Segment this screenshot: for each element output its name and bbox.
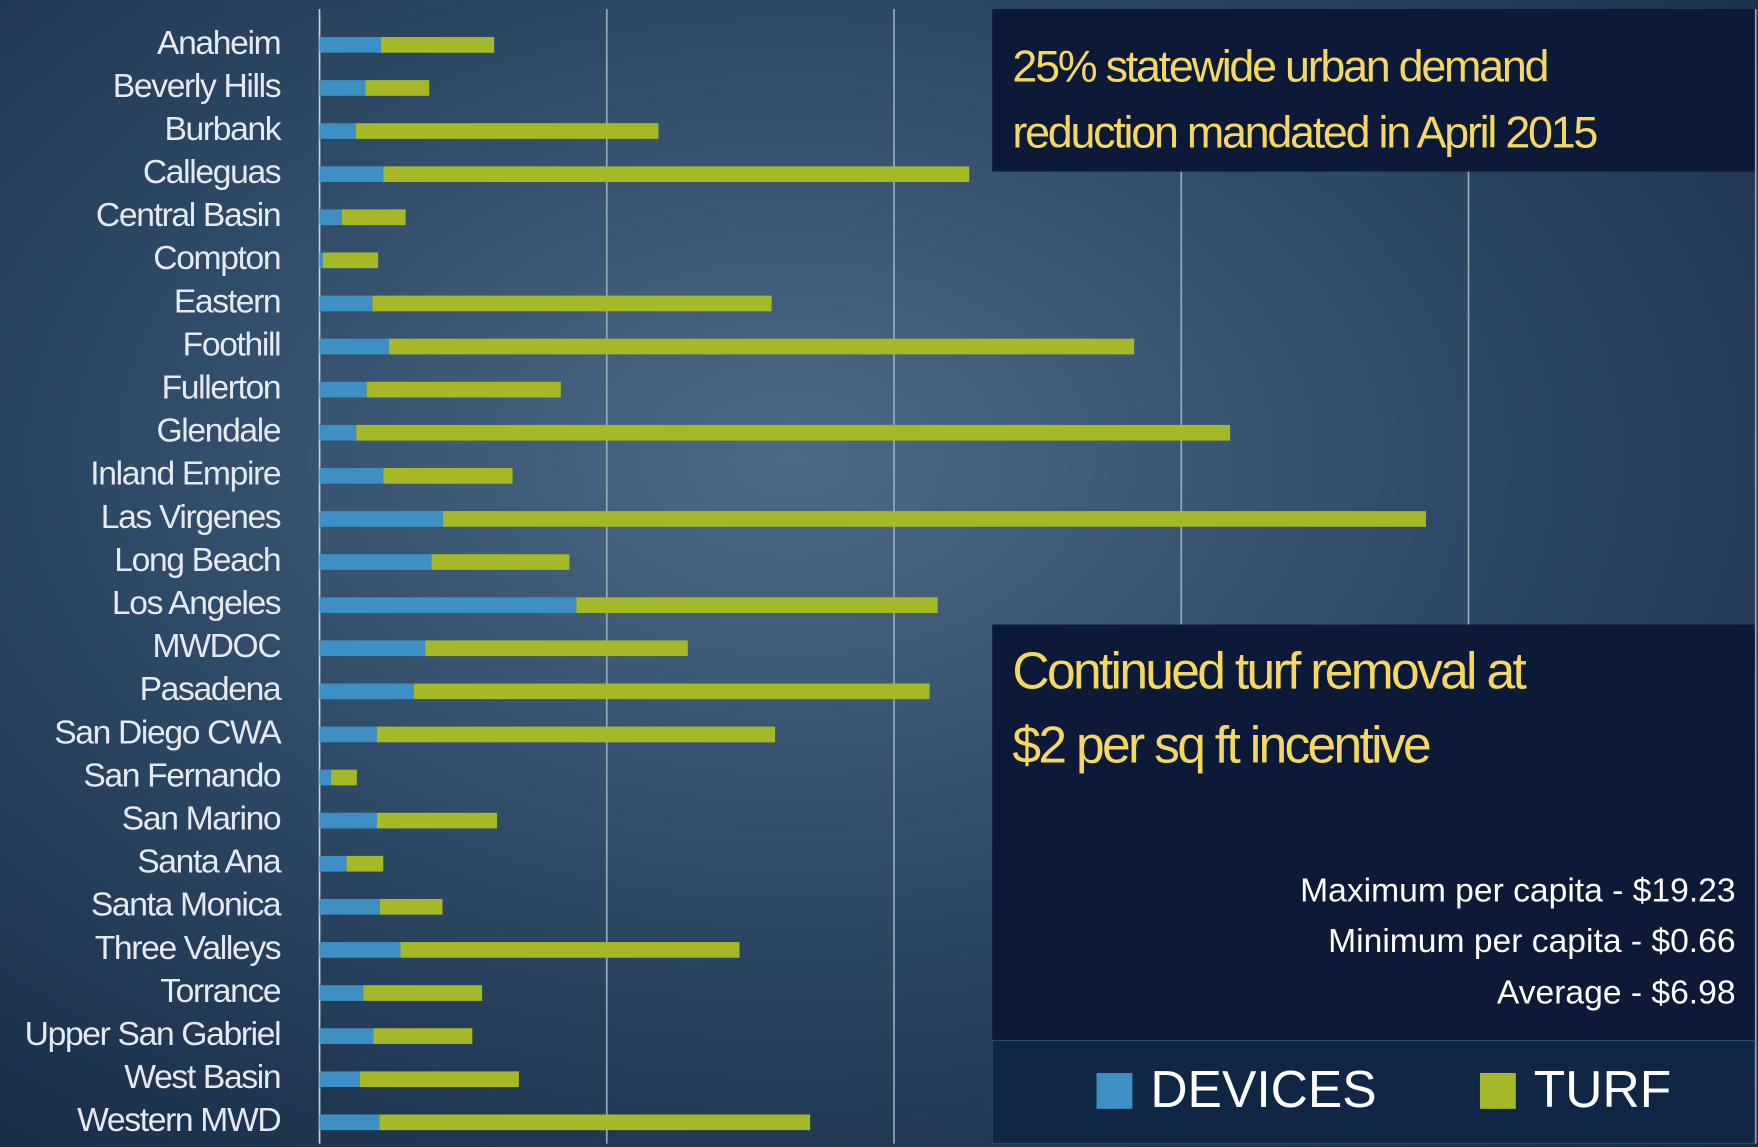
bar-segment <box>443 511 1427 527</box>
bar-segment <box>319 511 444 527</box>
bar-segment <box>319 209 342 226</box>
y-tick-label: Los Angeles <box>112 585 281 622</box>
bar-segment <box>319 295 373 312</box>
bar-segment <box>355 123 659 139</box>
bar-segment <box>319 80 366 96</box>
bar-segment <box>389 338 1135 355</box>
bar-segment <box>359 1071 519 1088</box>
bar-segment <box>331 769 357 786</box>
y-tick-label: Three Valleys <box>95 930 281 967</box>
legend-label: TURF <box>1534 1060 1671 1118</box>
bar-segment <box>319 1028 374 1044</box>
y-tick-label: Long Beach <box>114 542 280 579</box>
bar-segment <box>319 812 377 829</box>
bar-segment <box>431 554 570 570</box>
bar-segment <box>319 1114 380 1131</box>
bar-segment <box>319 166 384 183</box>
bar-segment <box>319 123 356 139</box>
bar-segment <box>356 424 1231 441</box>
bar-segment <box>319 640 426 657</box>
bar-segment <box>319 381 367 398</box>
y-tick-label: Burbank <box>164 111 281 148</box>
bar-segment <box>413 683 930 700</box>
bar-segment <box>379 1114 811 1131</box>
y-tick-label: Pasadena <box>140 671 282 708</box>
y-tick-label: Western MWD <box>77 1102 280 1139</box>
bar-segment <box>379 898 443 915</box>
y-tick-label: Glendale <box>156 413 280 450</box>
y-tick-label: Santa Ana <box>137 844 282 881</box>
bar-segment <box>319 898 380 915</box>
bar-segment <box>319 37 382 53</box>
bar-segment <box>381 37 495 53</box>
bar-segment <box>319 769 332 786</box>
bar-segment <box>363 985 483 1001</box>
bar-segment <box>319 597 577 613</box>
y-tick-label: Compton <box>153 240 280 277</box>
bar-segment <box>319 1071 360 1088</box>
y-tick-label: San Marino <box>122 801 281 838</box>
bar-segment <box>376 812 498 829</box>
bar-segment <box>365 80 430 96</box>
bar-segment <box>346 855 384 872</box>
bar-segment <box>319 942 401 958</box>
y-tick-label: Upper San Gabriel <box>25 1016 281 1053</box>
y-tick-label: San Diego CWA <box>54 714 282 751</box>
bar-segment <box>372 295 772 312</box>
annotation-box <box>992 624 1755 1041</box>
bar-segment <box>319 252 323 269</box>
bar-segment <box>319 683 414 700</box>
bar-segment <box>319 855 347 872</box>
y-tick-label: Eastern <box>174 283 280 320</box>
y-tick-label: Santa Monica <box>91 887 282 924</box>
y-tick-label: Beverly Hills <box>113 68 281 105</box>
annotation: Minimum per capita - $0.66 <box>1328 923 1735 960</box>
legend-label: DEVICES <box>1150 1060 1376 1118</box>
y-tick-label: Calleguas <box>143 154 281 191</box>
y-tick-label: West Basin <box>124 1059 280 1096</box>
legend-swatch <box>1096 1072 1133 1109</box>
y-tick-label: San Fernando <box>83 757 281 794</box>
bar-segment <box>425 640 688 657</box>
y-tick-label: Foothill <box>183 326 281 363</box>
y-tick-label: Torrance <box>160 973 281 1010</box>
annotation: Maximum per capita - $19.23 <box>1300 872 1735 909</box>
y-tick-label: Inland Empire <box>90 456 281 493</box>
legend-swatch <box>1479 1072 1516 1109</box>
annotation: Continued turf removal at <box>1012 642 1526 700</box>
bar-segment <box>319 985 364 1001</box>
bar-segment <box>319 424 357 441</box>
bar-segment <box>400 942 740 958</box>
bar-segment <box>383 166 970 183</box>
bar-segment <box>341 209 406 226</box>
y-tick-label: MWDOC <box>153 628 281 665</box>
bar-segment <box>373 1028 473 1044</box>
y-tick-label: Anaheim <box>157 25 280 62</box>
bar-segment <box>319 467 384 484</box>
bar-segment <box>319 726 377 743</box>
annotation: 25% statewide urban demand <box>1012 40 1547 91</box>
annotation: Average - $6.98 <box>1497 974 1736 1011</box>
bar-segment <box>319 554 432 570</box>
annotation: $2 per sq ft incentive <box>1012 716 1430 774</box>
y-tick-label: Central Basin <box>96 197 280 234</box>
bar-segment <box>319 338 390 355</box>
bar-segment <box>576 597 938 613</box>
bar-segment <box>322 252 379 269</box>
y-tick-label: Las Virgenes <box>101 499 281 536</box>
bar-segment <box>366 381 561 398</box>
bar-segment <box>376 726 776 743</box>
bar-segment <box>383 467 513 484</box>
y-tick-label: Fullerton <box>162 370 281 407</box>
annotation: reduction mandated in April 2015 <box>1012 107 1597 158</box>
annotation-box <box>992 8 1755 172</box>
